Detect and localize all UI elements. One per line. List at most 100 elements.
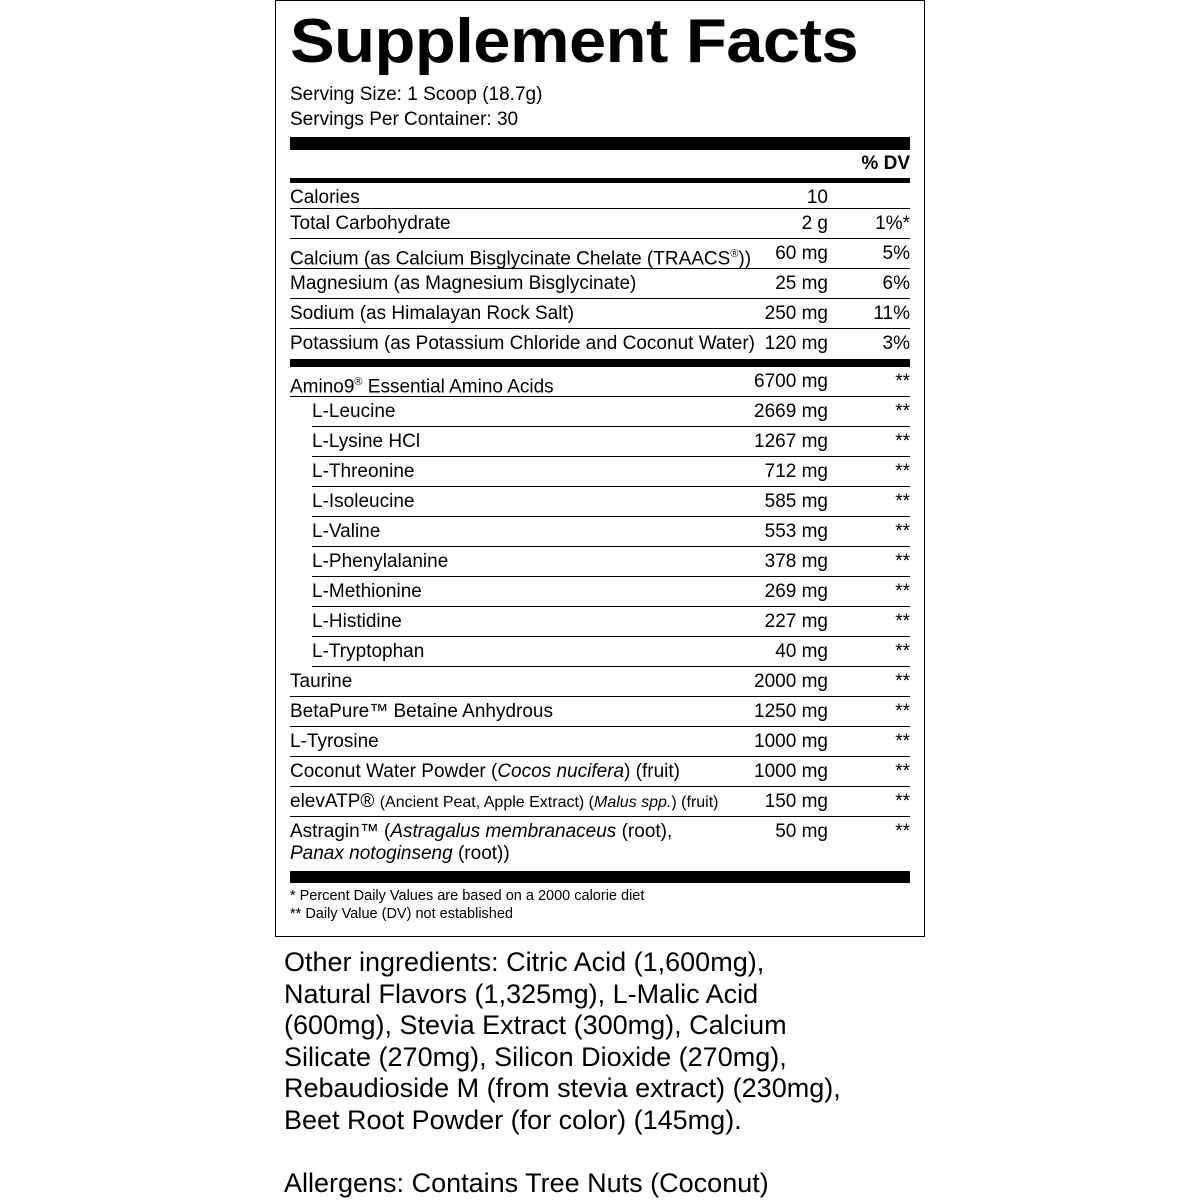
facts-panel: Supplement Facts Serving Size: 1 Scoop (… bbox=[275, 0, 925, 937]
nutrient-name: Potassium (as Potassium Chloride and Coc… bbox=[290, 333, 755, 355]
nutrient-row: Sodium (as Himalayan Rock Salt) 250 mg 11% bbox=[290, 299, 910, 329]
nutrient-name: BetaPure™ Betaine Anhydrous bbox=[290, 701, 553, 723]
amount: 50 mg bbox=[775, 821, 828, 842]
name-part: L-Histidine bbox=[312, 611, 402, 632]
name-part: L-Leucine bbox=[312, 401, 396, 422]
name-part: ® bbox=[730, 248, 739, 260]
amount: 553 mg bbox=[764, 521, 828, 542]
daily-value: ** bbox=[895, 371, 910, 392]
daily-value: ** bbox=[895, 791, 910, 812]
sections: Calories 10 Total Carbohydrate 2 g 1%* Calciu… bbox=[290, 183, 910, 869]
nutrient-name: Magnesium (as Magnesium Bisglycinate) bbox=[290, 273, 636, 295]
name-part: Astragin™ ( bbox=[290, 821, 391, 842]
daily-value: ** bbox=[895, 821, 910, 842]
name-part: L-Tyrosine bbox=[290, 731, 379, 752]
name-part: Malus spp. bbox=[594, 794, 672, 811]
name-part: Cocos nucifera bbox=[497, 761, 625, 782]
name-part: Total Carbohydrate bbox=[290, 213, 451, 234]
nutrient-name: L-Isoleucine bbox=[312, 491, 414, 513]
daily-value: ** bbox=[895, 551, 910, 572]
name-part: elevATP® bbox=[290, 791, 380, 812]
daily-value: ** bbox=[895, 431, 910, 452]
serving-size: Serving Size: 1 Scoop (18.7g) bbox=[290, 84, 543, 105]
name-part: L-Phenylalanine bbox=[312, 551, 449, 572]
amount: 269 mg bbox=[764, 581, 828, 602]
name-part: L-Methionine bbox=[312, 581, 422, 602]
name-part: (Ancient Peat, Apple Extract) ( bbox=[379, 794, 595, 811]
title: Supplement Facts bbox=[290, 7, 859, 76]
amount: 585 mg bbox=[764, 491, 828, 512]
daily-value: ** bbox=[895, 701, 910, 722]
amount: 2 g bbox=[801, 213, 828, 234]
amount: 2000 mg bbox=[754, 671, 828, 692]
nutrient-name: Amino9® Essential Amino Acids bbox=[290, 371, 554, 398]
name-part: L-Isoleucine bbox=[312, 491, 415, 512]
name-part: Coconut Water Powder ( bbox=[290, 761, 498, 782]
facts-content: Supplement Facts Serving Size: 1 Scoop (… bbox=[290, 1, 910, 923]
name-part: Taurine bbox=[290, 671, 353, 692]
nutrient-row: Magnesium (as Magnesium Bisglycinate) 25 … bbox=[290, 269, 910, 299]
nutrient-row: L-Phenylalanine 378 mg ** bbox=[312, 547, 910, 577]
other-ingredients: Other ingredients: Citric Acid (1,600mg)… bbox=[284, 947, 841, 1136]
nutrient-name: L-Lysine HCl bbox=[312, 431, 420, 453]
name-part: L-Tryptophan bbox=[312, 641, 425, 662]
nutrient-name: L-Leucine bbox=[312, 401, 395, 423]
nutrient-row: L-Leucine 2669 mg ** bbox=[312, 397, 910, 427]
name-part: Magnesium (as Magnesium Bisglycinate) bbox=[290, 273, 637, 294]
nutrient-name: L-Tryptophan bbox=[312, 641, 424, 663]
name-part: ) (fruit) bbox=[624, 761, 680, 782]
nutrient-row: Taurine 2000 mg ** bbox=[290, 667, 910, 697]
dv-header: % DV bbox=[861, 153, 910, 174]
daily-value: 5% bbox=[882, 243, 910, 264]
ingredient-line: Other ingredients: Citric Acid (1,600mg)… bbox=[284, 947, 765, 977]
footnote: ** Daily Value (DV) not established bbox=[290, 906, 513, 922]
ingredient-line: Beet Root Powder (for color) (145mg). bbox=[284, 1104, 742, 1135]
name-part: (root), bbox=[616, 821, 673, 842]
nutrient-row: Amino9® Essential Amino Acids 6700 mg ** bbox=[290, 367, 910, 397]
section: Amino9® Essential Amino Acids 6700 mg ** L-… bbox=[290, 367, 910, 869]
daily-value: ** bbox=[895, 401, 910, 422]
amount: 6700 mg bbox=[754, 371, 828, 392]
amount: 150 mg bbox=[764, 791, 828, 812]
nutrient-name: L-Valine bbox=[312, 521, 380, 543]
thick-rule bbox=[290, 871, 910, 883]
nutrient-name: L-Methionine bbox=[312, 581, 422, 603]
nutrient-row: L-Lysine HCl 1267 mg ** bbox=[312, 427, 910, 457]
nutrient-name: Coconut Water Powder (Cocos nucifera) (f… bbox=[290, 761, 680, 783]
ingredient-line: Rebaudioside M (from stevia extract) (23… bbox=[284, 1073, 841, 1103]
amount: 1267 mg bbox=[754, 431, 828, 452]
daily-value: 1%* bbox=[875, 213, 910, 234]
nutrient-name: Astragin™ (Astragalus membranaceus (root… bbox=[290, 821, 672, 865]
daily-value: 3% bbox=[882, 333, 910, 354]
ingredient-line: Natural Flavors (1,325mg), L-Malic Acid bbox=[284, 978, 759, 1009]
name-part: Calcium (as Calcium Bisglycinate Chelate… bbox=[290, 248, 731, 270]
nutrient-row: L-Tryptophan 40 mg ** bbox=[312, 637, 910, 667]
nutrient-name: L-Histidine bbox=[312, 611, 402, 633]
thick-rule bbox=[290, 137, 910, 150]
amount: 25 mg bbox=[775, 273, 828, 294]
name-part: Amino9 bbox=[290, 376, 355, 398]
amount: 10 bbox=[806, 187, 828, 208]
nutrient-row: Calories 10 bbox=[290, 183, 910, 209]
name-part: L-Valine bbox=[312, 521, 381, 542]
nutrient-row: L-Histidine 227 mg ** bbox=[312, 607, 910, 637]
nutrient-name: Calcium (as Calcium Bisglycinate Chelate… bbox=[290, 243, 751, 270]
name-part: (root)) bbox=[452, 843, 510, 864]
daily-value: 6% bbox=[882, 273, 910, 294]
nutrient-row: Total Carbohydrate 2 g 1%* bbox=[290, 209, 910, 239]
nutrient-row: Calcium (as Calcium Bisglycinate Chelate… bbox=[290, 239, 910, 269]
nutrient-name: Calories bbox=[290, 187, 360, 209]
nutrient-row: L-Methionine 269 mg ** bbox=[312, 577, 910, 607]
daily-value: ** bbox=[895, 671, 910, 692]
daily-value: ** bbox=[895, 491, 910, 512]
thick-rule bbox=[290, 359, 910, 367]
nutrient-name: L-Tyrosine bbox=[290, 731, 379, 753]
name-part: L-Threonine bbox=[312, 461, 415, 482]
amount: 2669 mg bbox=[754, 401, 828, 422]
name-part: Essential Amino Acids bbox=[362, 376, 554, 398]
daily-value: 11% bbox=[873, 303, 910, 324]
daily-value: ** bbox=[895, 461, 910, 482]
nutrient-row: BetaPure™ Betaine Anhydrous 1250 mg ** bbox=[290, 697, 910, 727]
amount: 1000 mg bbox=[754, 731, 828, 752]
name-part: Astragalus membranaceus bbox=[390, 821, 617, 842]
